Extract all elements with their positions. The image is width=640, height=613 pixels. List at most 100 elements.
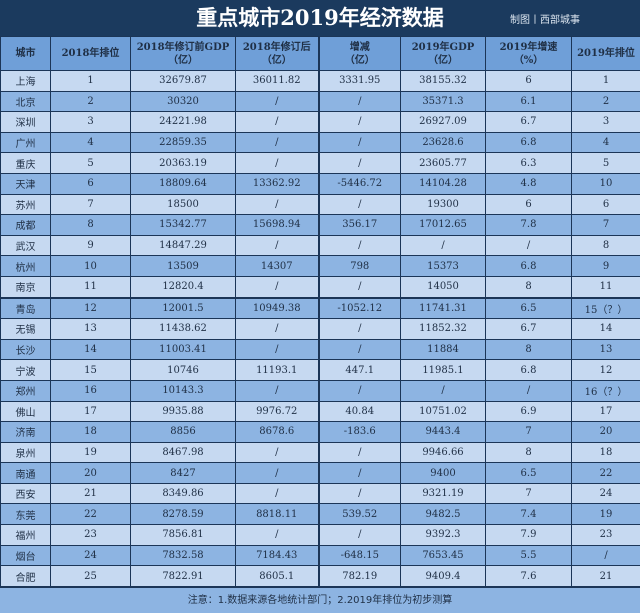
table-cell: 16（？） bbox=[572, 380, 640, 401]
table-cell: 福州 bbox=[1, 525, 51, 546]
table-cell: / bbox=[486, 235, 572, 256]
table-cell: 7.9 bbox=[486, 525, 572, 546]
table-cell: / bbox=[236, 153, 319, 174]
column-header-text: 2018年修订前GDP bbox=[137, 42, 230, 53]
table-cell: 14847.29 bbox=[131, 235, 236, 256]
table-cell: 40.84 bbox=[319, 401, 401, 422]
table-cell: / bbox=[236, 112, 319, 133]
table-cell: 武汉 bbox=[1, 235, 51, 256]
column-header-text: 增减 bbox=[350, 42, 370, 53]
table-cell: / bbox=[236, 194, 319, 215]
table-cell: 9976.72 bbox=[236, 401, 319, 422]
table-cell: / bbox=[236, 91, 319, 112]
table-cell: 9321.19 bbox=[401, 483, 486, 504]
table-cell: 郑州 bbox=[1, 380, 51, 401]
table-cell: 14050 bbox=[401, 276, 486, 297]
table-cell: 36011.82 bbox=[236, 71, 319, 92]
table-cell: 天津 bbox=[1, 173, 51, 194]
table-cell: 6.1 bbox=[486, 91, 572, 112]
table-cell: 9392.3 bbox=[401, 525, 486, 546]
table-cell: 6.7 bbox=[486, 112, 572, 133]
table-cell: 11193.1 bbox=[236, 360, 319, 381]
column-header: 2018年修订前GDP（亿） bbox=[131, 37, 236, 71]
table-cell: 杭州 bbox=[1, 256, 51, 277]
table-cell: 19 bbox=[51, 442, 131, 463]
table-cell: 6.3 bbox=[486, 153, 572, 174]
table-cell: 23 bbox=[572, 525, 640, 546]
table-cell: 无锡 bbox=[1, 319, 51, 340]
table-cell: 11985.1 bbox=[401, 360, 486, 381]
table-cell: 8467.98 bbox=[131, 442, 236, 463]
table-cell: 北京 bbox=[1, 91, 51, 112]
table-cell: 8605.1 bbox=[236, 566, 319, 587]
table-cell: 2 bbox=[51, 91, 131, 112]
table-cell: 8678.6 bbox=[236, 422, 319, 443]
table-cell: / bbox=[319, 276, 401, 297]
table-cell: 21 bbox=[572, 566, 640, 587]
table-cell: 7832.58 bbox=[131, 545, 236, 566]
column-header-text: 2019年GDP bbox=[412, 42, 475, 53]
table-cell: 539.52 bbox=[319, 504, 401, 525]
table-cell: 22859.35 bbox=[131, 132, 236, 153]
table-cell: 23628.6 bbox=[401, 132, 486, 153]
table-cell: 佛山 bbox=[1, 401, 51, 422]
table-cell: 上海 bbox=[1, 71, 51, 92]
column-header-text: 2018年排位 bbox=[62, 48, 120, 59]
table-cell: 8 bbox=[51, 215, 131, 236]
table-cell: 356.17 bbox=[319, 215, 401, 236]
table-cell: 烟台 bbox=[1, 545, 51, 566]
column-header-text: （%） bbox=[514, 55, 544, 66]
column-header-text: 城市 bbox=[16, 48, 36, 59]
table-cell: 6 bbox=[572, 194, 640, 215]
title-bar: 重点城市2019年经济数据 制图丨西部城事 bbox=[0, 0, 640, 36]
table-cell: 7.8 bbox=[486, 215, 572, 236]
table-cell: 12001.5 bbox=[131, 298, 236, 319]
table-cell: 24 bbox=[51, 545, 131, 566]
table-cell: / bbox=[236, 380, 319, 401]
table-cell: / bbox=[486, 380, 572, 401]
credit: 制图丨西部城事 bbox=[510, 11, 580, 26]
table-cell: / bbox=[319, 153, 401, 174]
table-cell: 13362.92 bbox=[236, 173, 319, 194]
table-cell: 10 bbox=[572, 173, 640, 194]
table-cell: 青岛 bbox=[1, 298, 51, 319]
table-cell: / bbox=[319, 132, 401, 153]
table-cell: 广州 bbox=[1, 132, 51, 153]
table-cell: 宁波 bbox=[1, 360, 51, 381]
table-cell: 6.9 bbox=[486, 401, 572, 422]
table-cell: 4 bbox=[572, 132, 640, 153]
column-header-text: 2019年排位 bbox=[577, 48, 635, 59]
table-cell: 13 bbox=[51, 319, 131, 340]
table-cell: 10143.3 bbox=[131, 380, 236, 401]
table-cell: 7.6 bbox=[486, 566, 572, 587]
table-cell: 6 bbox=[486, 71, 572, 92]
table-cell: 6.8 bbox=[486, 256, 572, 277]
table-cell: -183.6 bbox=[319, 422, 401, 443]
table-cell: 5 bbox=[572, 153, 640, 174]
table-cell: 3331.95 bbox=[319, 71, 401, 92]
table-cell: 1 bbox=[572, 71, 640, 92]
table-cell: 9935.88 bbox=[131, 401, 236, 422]
column-header: 2019年GDP（亿） bbox=[401, 37, 486, 71]
table-cell: 38155.32 bbox=[401, 71, 486, 92]
table-cell: / bbox=[319, 339, 401, 360]
table-cell: / bbox=[319, 91, 401, 112]
table-cell: -648.15 bbox=[319, 545, 401, 566]
table-cell: 782.19 bbox=[319, 566, 401, 587]
table-cell: 9 bbox=[572, 256, 640, 277]
table-cell: / bbox=[401, 235, 486, 256]
table-cell: 19300 bbox=[401, 194, 486, 215]
table-cell: 3 bbox=[51, 112, 131, 133]
